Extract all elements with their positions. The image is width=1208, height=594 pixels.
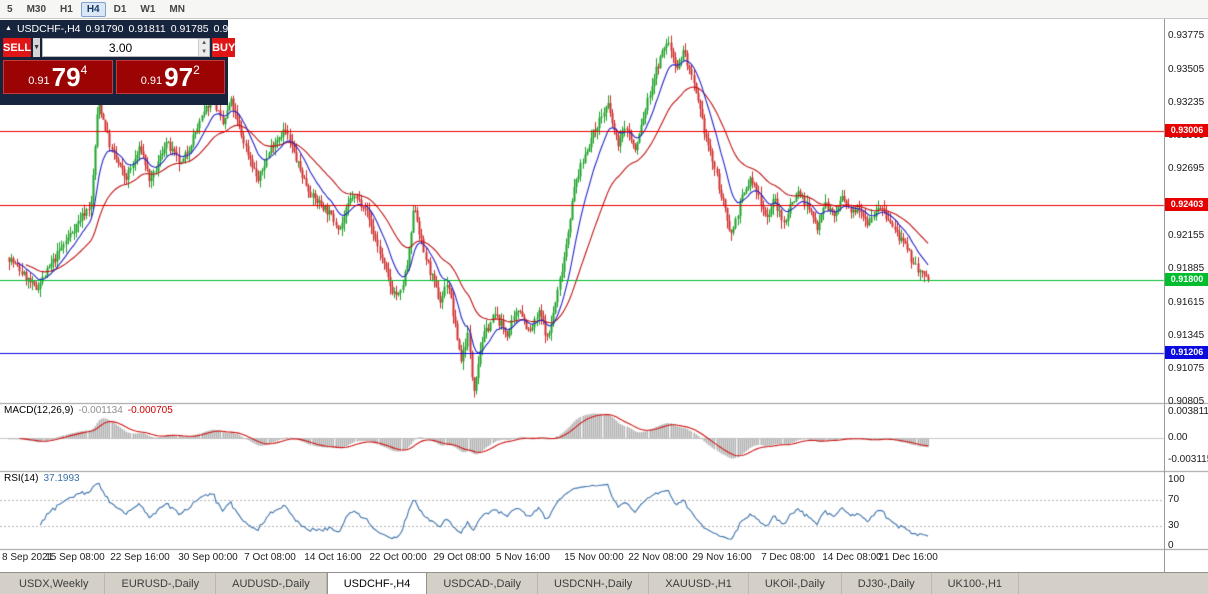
axis-price-label: 0.91345 (1168, 329, 1205, 341)
price-chart-canvas[interactable] (0, 19, 1208, 572)
chart-tab-EURUSD-[interactable]: EURUSD-,Daily (105, 573, 217, 594)
time-axis-label: 21 Dec 16:00 (878, 552, 938, 563)
chart-tab-bar: USDX,Weekly EURUSD-,Daily AUDUSD-,Daily USD… (0, 572, 1208, 594)
chart-tab-UK100-[interactable]: UK100-,H1 (932, 573, 1020, 594)
rsi-value: 37.1993 (43, 473, 80, 484)
axis-price-label: 0.90805 (1168, 396, 1205, 408)
ohlc-close: 0.91794 (213, 23, 252, 35)
volume-input[interactable] (43, 39, 199, 56)
axis-price-label: 0.91885 (1168, 263, 1205, 275)
bid-pips: 79 (51, 62, 81, 92)
axis-price-label: 0.003811 (1168, 406, 1208, 417)
chart-tab-USDCNH-[interactable]: USDCNH-,Daily (538, 573, 650, 594)
timeframe-button-H4[interactable]: H4 (80, 1, 106, 17)
price-level-badge: 0.92403 (1165, 198, 1208, 212)
price-level-badge: 0.93006 (1165, 124, 1208, 138)
ask-pips: 97 (164, 62, 194, 92)
timeframe-button-M30[interactable]: M30 (26, 3, 47, 15)
price-level-badge: 0.91206 (1165, 346, 1208, 360)
axis-price-label: 0.92695 (1168, 163, 1205, 175)
timeframe-button-5[interactable]: 5 (7, 3, 13, 15)
price-axis: 0.937750.935050.932350.929650.926950.924… (1164, 19, 1208, 572)
buy-button[interactable]: BUY (212, 38, 236, 57)
chart-tab-AUDUSD-[interactable]: AUDUSD-,Daily (216, 573, 327, 594)
axis-price-label: 0.91075 (1168, 363, 1205, 375)
rsi-indicator-label: RSI(14) 37.1993 (4, 473, 85, 484)
time-axis-label: 29 Nov 16:00 (692, 552, 752, 563)
axis-price-label: 0 (1168, 540, 1174, 551)
one-click-trading-panel: ▲ USDCHF-,H4 0.91790 0.91811 0.91785 0.9… (0, 20, 252, 105)
time-axis-label: 15 Sep 08:00 (45, 552, 105, 563)
time-axis-label: 7 Oct 08:00 (244, 552, 296, 563)
axis-price-label: 30 (1168, 520, 1180, 532)
symbol-arrow-icon: ▲ (5, 25, 12, 32)
ask-prefix: 0.91 (140, 75, 163, 87)
axis-price-label: 0.92155 (1168, 230, 1205, 241)
time-axis-label: 29 Oct 08:00 (433, 552, 491, 563)
axis-price-label: 0.93775 (1168, 30, 1205, 42)
time-axis-label: 5 Nov 16:00 (496, 552, 550, 563)
chart-ohlc-header: ▲ USDCHF-,H4 0.91790 0.91811 0.91785 0.9… (3, 22, 252, 38)
axis-price-label: 100 (1168, 474, 1185, 485)
volume-decrease-button[interactable]: ▼ (199, 47, 210, 56)
rsi-name: RSI(14) (4, 473, 39, 484)
chart-tab-USDCAD-[interactable]: USDCAD-,Daily (427, 573, 538, 594)
time-axis-label: 22 Oct 00:00 (369, 552, 427, 563)
time-axis-label: 8 Sep 2021 (2, 552, 54, 563)
axis-price-label: 0.91615 (1168, 296, 1205, 308)
volume-spinner: ▲ ▼ (198, 39, 210, 56)
chart-tab-DJ30-[interactable]: DJ30-,Daily (842, 573, 932, 594)
axis-price-label: 0.93505 (1168, 63, 1205, 75)
volume-increase-button[interactable]: ▲ (199, 39, 210, 48)
timeframe-button-H1[interactable]: H1 (60, 3, 73, 15)
time-axis-label: 14 Dec 08:00 (822, 552, 882, 563)
chevron-down-icon: ▼ (33, 44, 41, 51)
macd-name: MACD(12,26,9) (4, 405, 74, 416)
ask-price[interactable]: 0.91 97 2 (115, 60, 225, 94)
bid-price[interactable]: 0.91 79 4 (3, 60, 113, 94)
time-axis-label: 15 Nov 00:00 (564, 552, 624, 563)
order-buttons-row: SELL ▼ ▲ ▼ BUY (3, 38, 236, 57)
axis-price-label: 0.93235 (1168, 96, 1205, 108)
time-axis: 8 Sep 2021 15 Sep 08:00 22 Sep 16:00 30 Sep… (0, 551, 1164, 568)
chart-tab-UKOil-[interactable]: UKOil-,Daily (749, 573, 842, 594)
bid-pipette: 4 (80, 63, 88, 77)
time-axis-label: 22 Nov 08:00 (628, 552, 688, 563)
quote-prices-row: 0.91 79 4 0.91 97 2 (3, 60, 225, 94)
timeframe-button-W1[interactable]: W1 (140, 3, 156, 15)
timeframe-button-D1[interactable]: D1 (113, 3, 127, 15)
time-axis-label: 7 Dec 08:00 (761, 552, 815, 563)
timeframe-toolbar: 5 M30 H1 H4 D1 W1 MN (0, 0, 1208, 19)
time-axis-label: 14 Oct 16:00 (304, 552, 362, 563)
symbol-label: USDCHF-,H4 (16, 23, 81, 35)
price-level-badge: 0.91800 (1165, 272, 1208, 286)
time-axis-label: 22 Sep 16:00 (110, 552, 170, 563)
time-axis-label: 30 Sep 00:00 (178, 552, 238, 563)
chart-tab-USDX[interactable]: USDX,Weekly (3, 573, 106, 594)
macd-signal-value: -0.000705 (127, 405, 173, 416)
ohlc-high: 0.91811 (128, 23, 166, 35)
ohlc-low: 0.91785 (170, 23, 209, 35)
axis-price-label: 0.00 (1168, 432, 1188, 444)
timeframe-button-MN[interactable]: MN (169, 3, 185, 15)
ask-pipette: 2 (193, 63, 200, 77)
axis-price-label: 70 (1168, 493, 1180, 505)
sell-button[interactable]: SELL (3, 38, 32, 57)
bid-prefix: 0.91 (28, 75, 50, 87)
volume-field: ▲ ▼ (42, 38, 211, 57)
macd-indicator-label: MACD(12,26,9) -0.001134 -0.000705 (4, 405, 178, 416)
ohlc-open: 0.91790 (85, 23, 124, 35)
macd-main-value: -0.001134 (78, 405, 123, 416)
volume-dropdown-button[interactable]: ▼ (33, 38, 41, 57)
chart-tab-USDCHF-[interactable]: USDCHF-,H4 (326, 573, 428, 594)
axis-price-label: -0.003115 (1168, 454, 1208, 465)
chart-tab-XAUUSD-[interactable]: XAUUSD-,H1 (649, 573, 749, 594)
